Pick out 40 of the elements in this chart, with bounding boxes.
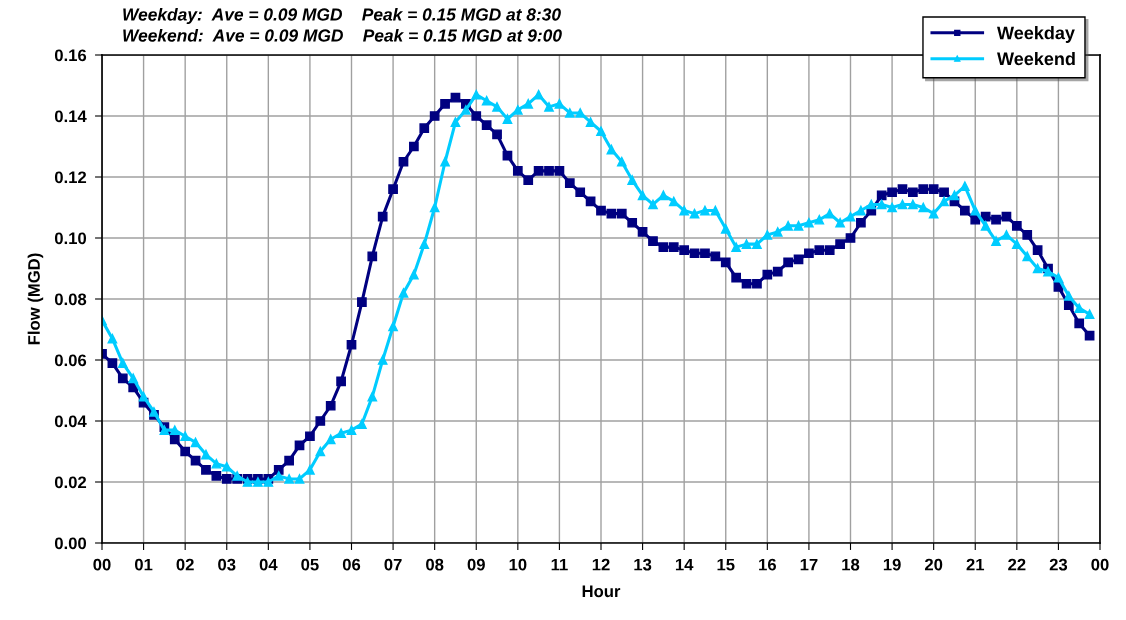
y-tick-label: 0.02 [54,476,87,489]
legend-label: Weekend [997,51,1075,66]
x-tick-label: 15 [717,558,735,571]
y-tick-label: 0.06 [54,354,87,367]
y-tick-label: 0.12 [54,171,87,184]
x-tick-label: 17 [800,558,818,571]
x-tick-label: 10 [509,558,527,571]
legend-label: Weekday [997,26,1075,43]
x-tick-label: 09 [467,558,485,571]
x-tick-label: 23 [1049,558,1068,571]
y-tick-label: 0.08 [54,293,87,306]
x-tick-label: 11 [551,558,568,571]
x-tick-label: 04 [259,558,278,571]
x-tick-label: 01 [134,558,153,571]
x-tick-label: 02 [176,558,194,571]
y-tick-label: 0.14 [54,110,87,123]
y-tick-label: 0.04 [54,415,87,428]
x-tick-label: 19 [883,558,901,571]
x-tick-label: 14 [675,558,694,571]
x-axis-title: Hour [582,585,621,598]
x-tick-label: 18 [842,558,860,571]
y-axis-title: Flow (MGD) [27,253,44,345]
x-tick-label: 05 [301,558,319,571]
x-tick-label: 22 [1008,558,1026,571]
x-tick-label: 20 [924,558,943,571]
x-tick-label: 21 [966,558,985,571]
x-tick-label: 00 [1091,558,1109,571]
y-tick-label: 0.16 [54,49,87,62]
x-tick-label: 08 [426,558,444,571]
x-tick-label: 16 [759,558,776,571]
y-tick-label: 0.10 [54,232,87,245]
x-tick-label: 06 [342,558,361,571]
text: Weekend: Ave = 0.09 MGD Peak = 0.15 MGD at 9:00 [123,28,562,42]
text: Weekday: Ave = 0.09 MGD Peak = 0.15 MGD at 8:30 [123,7,561,25]
x-tick-label: 13 [634,558,652,571]
x-tick-label: 07 [384,558,402,571]
x-tick-label: 12 [592,558,610,571]
y-tick-label: 0.00 [54,537,87,550]
x-tick-label: 00 [93,558,111,571]
x-tick-label: 03 [218,558,236,571]
